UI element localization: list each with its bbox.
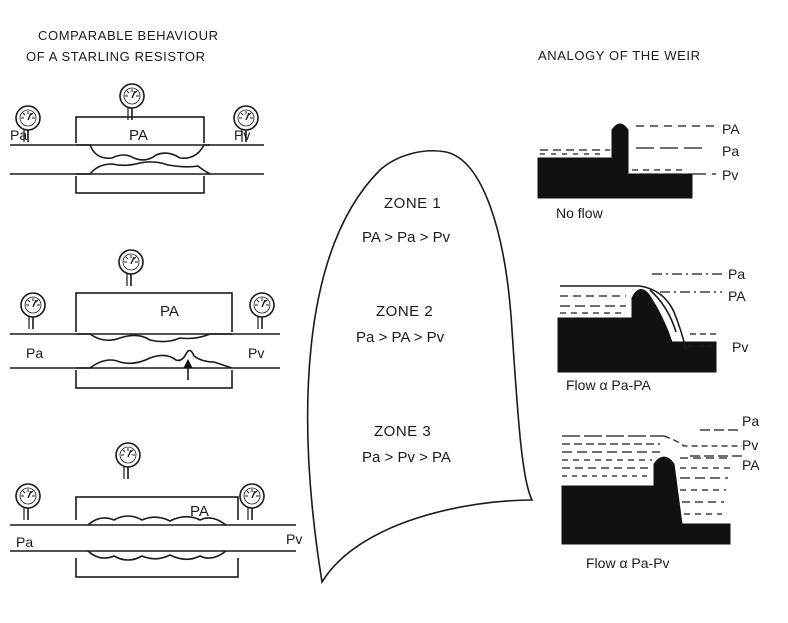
weir1-caption: No flow bbox=[556, 205, 604, 221]
starling-resistor-3: PA Pa Pv bbox=[10, 442, 302, 578]
weir2-level-1: Pa bbox=[728, 266, 745, 282]
outlet-label: Pv bbox=[234, 127, 250, 143]
chamber-label: PA bbox=[129, 127, 148, 144]
starling-resistor-2: PA Pa Pv bbox=[10, 249, 280, 389]
chamber-label: PA bbox=[190, 503, 209, 520]
gauge-icon bbox=[239, 483, 265, 521]
weir1-level-2: Pa bbox=[722, 143, 739, 159]
left-heading-line2: OF A STARLING RESISTOR bbox=[26, 49, 206, 64]
gauge-icon bbox=[118, 249, 144, 287]
zone2-relation: Pa > PA > Pv bbox=[356, 329, 445, 346]
weir3-level-3: PA bbox=[742, 457, 760, 473]
inlet-label: Pa bbox=[10, 127, 27, 143]
weir3-caption: Flow α Pa-Pv bbox=[586, 555, 670, 571]
zone2-title: ZONE 2 bbox=[376, 303, 433, 320]
weir-2: Pa PA Pv Flow α Pa-PA bbox=[557, 266, 748, 393]
weir-3: Pa Pv PA Flow α Pa-Pv bbox=[561, 413, 760, 571]
outlet-label: Pv bbox=[286, 531, 302, 547]
gauge-icon bbox=[15, 483, 41, 521]
weir3-level-2: Pv bbox=[742, 437, 758, 453]
inlet-label: Pa bbox=[26, 345, 43, 361]
lung-outline bbox=[306, 150, 534, 585]
starling-resistor-1: PA Pa Pv bbox=[10, 83, 264, 194]
weir3-level-1: Pa bbox=[742, 413, 759, 429]
weir2-caption: Flow α Pa-PA bbox=[566, 377, 652, 393]
gauge-icon bbox=[115, 442, 141, 480]
zone1-title: ZONE 1 bbox=[384, 195, 441, 212]
left-heading-line1: COMPARABLE BEHAVIOUR bbox=[38, 28, 219, 43]
weir1-level-3: Pv bbox=[722, 167, 738, 183]
outlet-label: Pv bbox=[248, 345, 264, 361]
gauge-icon bbox=[119, 83, 145, 121]
weir2-level-2: PA bbox=[728, 288, 746, 304]
inlet-label: Pa bbox=[16, 534, 33, 550]
weir-1: PA Pa Pv No flow bbox=[537, 121, 740, 221]
zone3-relation: Pa > Pv > PA bbox=[362, 449, 451, 466]
weir2-level-3: Pv bbox=[732, 339, 748, 355]
zone1-relation: PA > Pa > Pv bbox=[362, 229, 451, 246]
weir1-level-1: PA bbox=[722, 121, 740, 137]
chamber-label: PA bbox=[160, 303, 179, 320]
gauge-icon bbox=[20, 292, 46, 330]
right-heading: ANALOGY OF THE WEIR bbox=[538, 48, 701, 63]
zone3-title: ZONE 3 bbox=[374, 423, 431, 440]
gauge-icon bbox=[249, 292, 275, 330]
